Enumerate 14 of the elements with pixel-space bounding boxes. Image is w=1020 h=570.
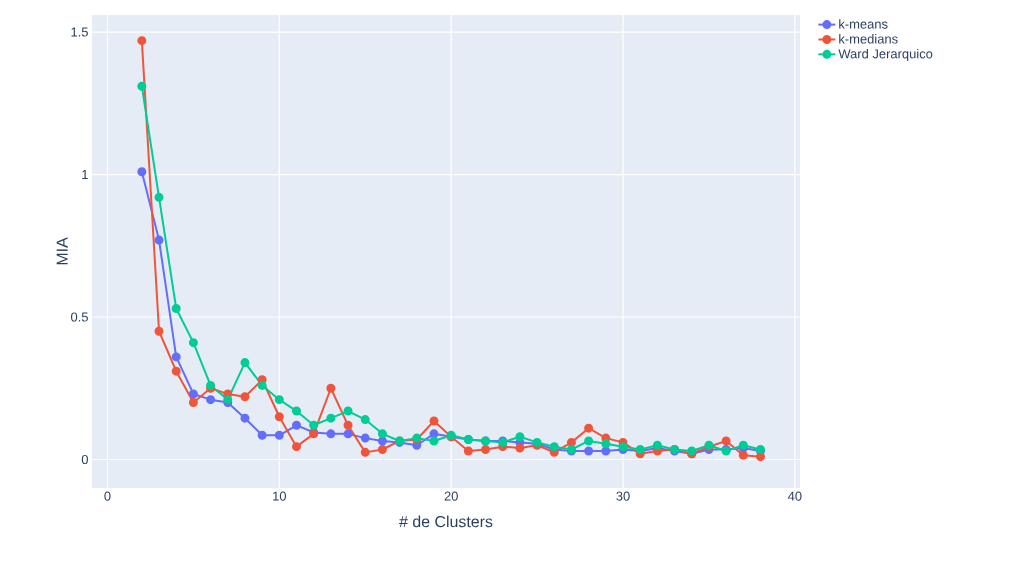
x-axis-title: # de Clusters <box>399 515 493 528</box>
legend-label: Ward Jerarquico <box>838 48 933 61</box>
x-tick-label: 20 <box>444 491 458 501</box>
x-tick-label: 30 <box>616 491 630 501</box>
x-tick-label: 0 <box>104 491 111 501</box>
legend-label: k-means <box>839 19 888 29</box>
legend-label: k-medians <box>839 34 898 44</box>
x-tick-label: 40 <box>787 491 802 501</box>
y-tick-label: 1 <box>82 170 88 180</box>
y-axis-title: MIA <box>56 237 68 265</box>
y-tick-label: 1.5 <box>71 27 88 37</box>
y-tick-label: 0 <box>81 454 88 465</box>
y-tick-label: 0.5 <box>70 312 88 322</box>
x-tick-label: 10 <box>273 491 287 501</box>
